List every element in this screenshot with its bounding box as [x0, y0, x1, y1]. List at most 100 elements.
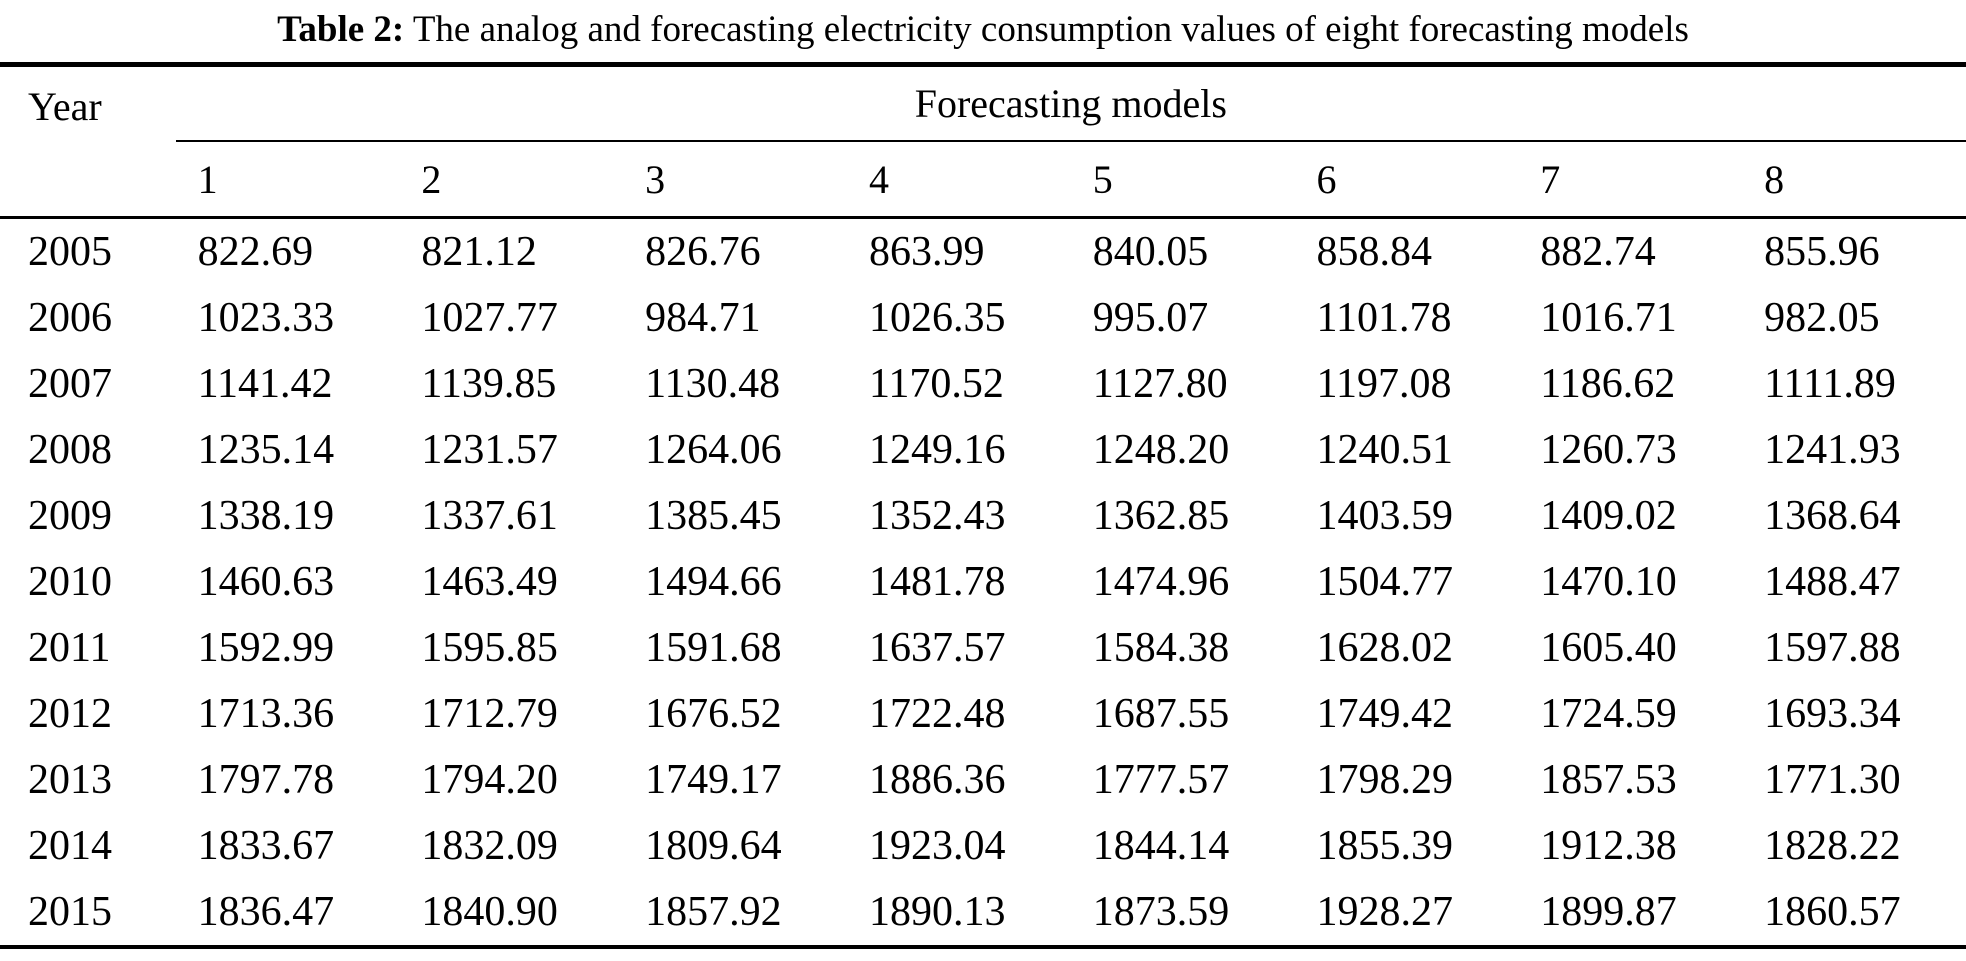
- value-cell: 982.05: [1764, 295, 1880, 341]
- value-cell: 1241.93: [1764, 427, 1901, 473]
- model-column-header: 6: [1294, 141, 1519, 219]
- value-cell: 1860.57: [1764, 889, 1901, 935]
- value-cell: 1409.02: [1540, 493, 1677, 539]
- year-cell: 2011: [28, 625, 111, 671]
- table-row: 2014 1833.67 1832.09 1809.64 1923.04 1844.14 1…: [0, 813, 1966, 879]
- table-row: 2010 1460.63 1463.49 1494.66 1481.78 1474.96 1…: [0, 549, 1966, 615]
- table-row: 2006 1023.33 1027.77 984.71 1026.35 995.07 110…: [0, 285, 1966, 351]
- value-cell: 1777.57: [1092, 757, 1230, 803]
- year-cell: 2006: [28, 295, 112, 341]
- year-cell: 2005: [28, 229, 112, 275]
- table-caption: Table 2: The analog and forecasting elec…: [0, 0, 1966, 62]
- value-cell: 1794.20: [421, 757, 558, 803]
- value-cell: 1494.66: [645, 559, 782, 605]
- value-cell: 1016.71: [1540, 295, 1677, 341]
- value-cell: 1912.38: [1540, 823, 1677, 869]
- value-cell: 1836.47: [197, 889, 335, 935]
- value-cell: 1385.45: [645, 493, 782, 539]
- value-cell: 1470.10: [1540, 559, 1677, 605]
- value-cell: 1749.17: [645, 757, 782, 803]
- value-cell: 1676.52: [645, 691, 782, 737]
- model-column-header: 3: [623, 141, 847, 219]
- value-cell: 858.84: [1316, 229, 1433, 275]
- year-cell: 2013: [28, 757, 112, 803]
- value-cell: 1248.20: [1092, 427, 1230, 473]
- value-cell: 821.12: [421, 229, 537, 275]
- value-cell: 1127.80: [1092, 361, 1228, 407]
- value-cell: 1130.48: [645, 361, 781, 407]
- model-column-header: 1: [175, 141, 400, 219]
- value-cell: 1628.02: [1316, 625, 1454, 671]
- value-cell: 1855.39: [1316, 823, 1454, 869]
- value-cell: 1771.30: [1764, 757, 1901, 803]
- value-cell: 1832.09: [421, 823, 558, 869]
- value-cell: 1231.57: [421, 427, 558, 473]
- group-header-row: Year Forecasting models: [0, 64, 1966, 219]
- value-cell: 1592.99: [197, 625, 335, 671]
- value-cell: 1368.64: [1764, 493, 1901, 539]
- value-cell: 1591.68: [645, 625, 782, 671]
- value-cell: 1023.33: [197, 295, 335, 341]
- value-cell: 1197.08: [1316, 361, 1452, 407]
- value-cell: 1722.48: [868, 691, 1006, 737]
- value-cell: 1352.43: [868, 493, 1006, 539]
- year-cell: 2012: [28, 691, 112, 737]
- model-column-header: 5: [1070, 141, 1295, 219]
- value-cell: 1362.85: [1092, 493, 1230, 539]
- value-cell: 1899.87: [1540, 889, 1677, 935]
- value-cell: 1264.06: [645, 427, 782, 473]
- year-cell: 2014: [28, 823, 112, 869]
- value-cell: 1240.51: [1316, 427, 1454, 473]
- year-cell: 2007: [28, 361, 112, 407]
- value-cell: 1111.89: [1764, 361, 1896, 407]
- value-cell: 1809.64: [645, 823, 782, 869]
- value-cell: 1928.27: [1316, 889, 1454, 935]
- value-cell: 1260.73: [1540, 427, 1677, 473]
- value-cell: 1474.96: [1092, 559, 1230, 605]
- value-cell: 1840.90: [421, 889, 558, 935]
- year-cell: 2008: [28, 427, 112, 473]
- value-cell: 1886.36: [868, 757, 1006, 803]
- value-cell: 1724.59: [1540, 691, 1677, 737]
- value-cell: 1504.77: [1316, 559, 1454, 605]
- value-cell: 1463.49: [421, 559, 558, 605]
- value-cell: 984.71: [645, 295, 761, 341]
- value-cell: 1923.04: [868, 823, 1006, 869]
- value-cell: 995.07: [1092, 295, 1209, 341]
- table-row: 2015 1836.47 1840.90 1857.92 1890.13 1873.59 1…: [0, 879, 1966, 947]
- value-cell: 1249.16: [868, 427, 1006, 473]
- value-cell: 1605.40: [1540, 625, 1677, 671]
- value-cell: 1595.85: [421, 625, 558, 671]
- value-cell: 1890.13: [868, 889, 1006, 935]
- table-body: 2005 822.69 821.12 826.76 863.99 840.05 858.84…: [0, 218, 1966, 948]
- value-cell: 1828.22: [1764, 823, 1901, 869]
- value-cell: 1235.14: [197, 427, 335, 473]
- model-column-header: 8: [1742, 141, 1966, 219]
- value-cell: 1101.78: [1316, 295, 1452, 341]
- table-row: 2005 822.69 821.12 826.76 863.99 840.05 858.84…: [0, 218, 1966, 286]
- value-cell: 1797.78: [197, 757, 335, 803]
- value-cell: 1713.36: [197, 691, 335, 737]
- value-cell: 1857.53: [1540, 757, 1677, 803]
- table-row: 2012 1713.36 1712.79 1676.52 1722.48 1687.55 1…: [0, 681, 1966, 747]
- year-cell: 2009: [28, 493, 112, 539]
- model-column-header: 2: [399, 141, 624, 219]
- value-cell: 1337.61: [421, 493, 558, 539]
- value-cell: 1481.78: [868, 559, 1006, 605]
- value-cell: 1488.47: [1764, 559, 1901, 605]
- value-cell: 840.05: [1092, 229, 1209, 275]
- value-cell: 882.74: [1540, 229, 1656, 275]
- value-cell: 1403.59: [1316, 493, 1454, 539]
- year-column-header: Year: [0, 64, 176, 219]
- year-cell: 2015: [28, 889, 112, 935]
- table-row: 2008 1235.14 1231.57 1264.06 1249.16 1248.20 1…: [0, 417, 1966, 483]
- table-row: 2009 1338.19 1337.61 1385.45 1352.43 1362.85 1…: [0, 483, 1966, 549]
- value-cell: 855.96: [1764, 229, 1880, 275]
- forecasting-models-group-header: Forecasting models: [175, 64, 1966, 142]
- value-cell: 1693.34: [1764, 691, 1901, 737]
- model-column-header: 4: [846, 141, 1071, 219]
